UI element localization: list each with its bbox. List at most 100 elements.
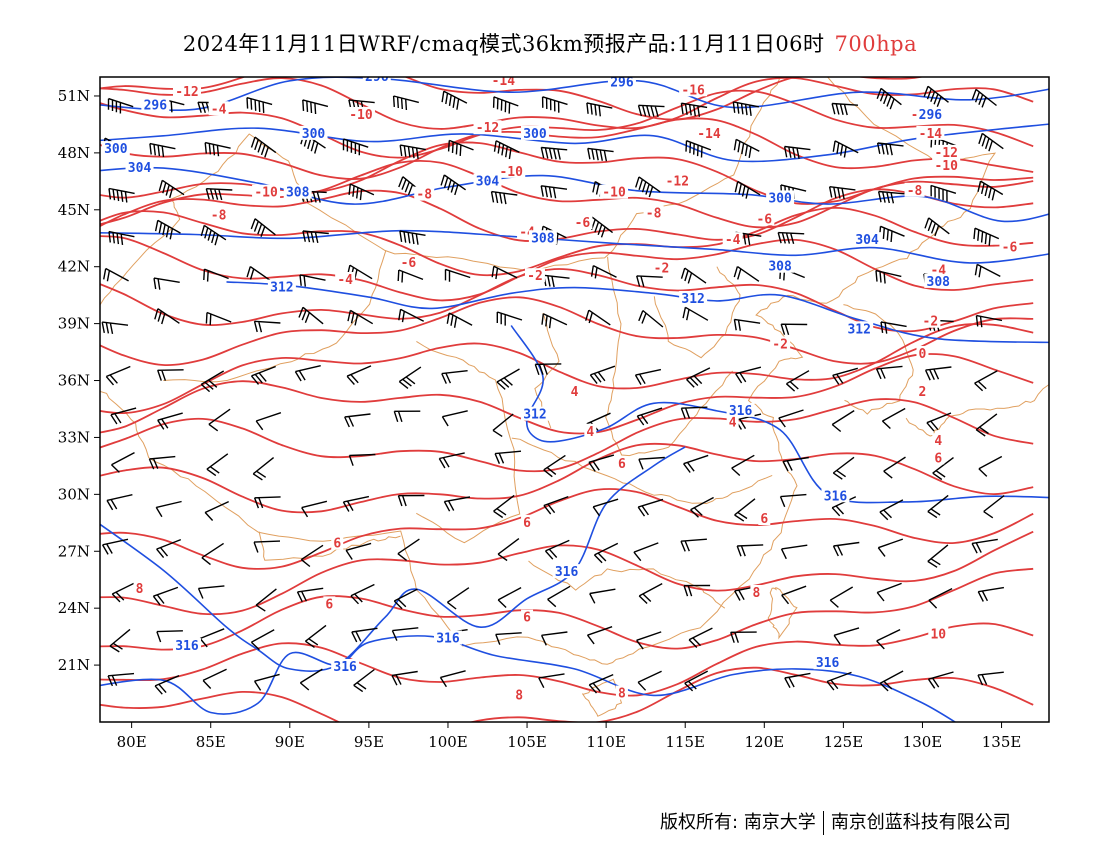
- wind-barb: [926, 412, 952, 432]
- wind-barb: [398, 308, 425, 323]
- wind-barb: [101, 538, 129, 555]
- label-backdrop: [172, 638, 201, 653]
- wind-barb: [877, 190, 905, 204]
- wind-barb: [540, 631, 568, 646]
- boundary-line: [258, 531, 401, 561]
- wind-barb: [154, 675, 180, 695]
- height-contour: [226, 281, 1049, 344]
- label-backdrop: [758, 511, 771, 526]
- wind-barb: [883, 456, 906, 479]
- wind-barb: [826, 671, 852, 691]
- label-backdrop: [172, 84, 201, 99]
- wind-barb: [778, 409, 804, 428]
- wind-barb: [688, 627, 713, 648]
- temperature-label: 6: [934, 451, 942, 466]
- temperature-label: 6: [333, 537, 341, 552]
- height-label: 296: [365, 70, 389, 85]
- wind-barb: [736, 544, 764, 557]
- wind-barb: [690, 496, 714, 518]
- label-backdrop: [932, 450, 945, 465]
- label-backdrop: [433, 630, 462, 645]
- wind-barb: [205, 188, 233, 201]
- temperature-label: -14: [492, 74, 516, 89]
- wind-barb: [832, 140, 859, 158]
- label-backdrop: [766, 258, 795, 273]
- wind-barb: [544, 539, 570, 560]
- lon-tick-label: 90E: [275, 733, 305, 751]
- temperature-label: 8: [618, 687, 626, 702]
- wind-barb: [203, 268, 229, 282]
- wind-barb: [783, 145, 811, 159]
- wind-barb: [828, 186, 856, 200]
- label-backdrop: [524, 268, 545, 283]
- wind-barb: [928, 587, 953, 609]
- wind-barb: [541, 313, 568, 329]
- wind-barb: [300, 544, 324, 568]
- temperature-label: -6: [756, 212, 772, 227]
- wind-barb: [971, 538, 998, 554]
- label-backdrop: [853, 232, 882, 247]
- height-label: 304: [855, 233, 879, 248]
- wind-barb: [197, 585, 225, 599]
- temperature-label: 6: [523, 611, 531, 626]
- org-chuanglan: 南京创蓝科技有限公司: [830, 812, 1011, 833]
- label-backdrop: [766, 190, 795, 205]
- label-backdrop: [473, 120, 502, 135]
- wind-barb: [446, 312, 473, 328]
- height-label: 300: [523, 127, 547, 142]
- temperature-label: -14: [697, 127, 721, 142]
- wind-barb: [345, 542, 372, 560]
- wind-barb: [491, 265, 518, 280]
- label-backdrop: [928, 262, 949, 277]
- wind-barb: [636, 631, 662, 650]
- wind-barb: [978, 132, 1004, 152]
- temperature-isotherm: [100, 622, 1034, 697]
- height-contour: [100, 229, 1049, 264]
- wind-barb: [832, 456, 855, 480]
- label-backdrop: [133, 581, 146, 596]
- wind-barb: [103, 267, 129, 282]
- lat-tick-label: 27N: [58, 542, 90, 560]
- wind-barb: [685, 140, 712, 158]
- wind-barb: [588, 673, 614, 694]
- temperature-label: -2: [527, 269, 543, 284]
- height-contour: [100, 123, 1049, 163]
- wind-barb: [780, 544, 808, 560]
- wind-barb: [876, 142, 904, 156]
- wind-barb: [391, 670, 418, 686]
- label-backdrop: [750, 585, 763, 599]
- label-backdrop: [520, 125, 549, 140]
- wind-barb: [156, 538, 182, 559]
- height-label: 300: [104, 142, 128, 157]
- height-label: 296: [610, 76, 634, 91]
- lon-tick-label: 135E: [982, 733, 1022, 751]
- copyright-label: 版权所有:: [660, 812, 739, 833]
- temperature-label: 4: [586, 425, 594, 440]
- wind-barb: [680, 538, 707, 552]
- wind-barb: [111, 451, 135, 473]
- wind-barb: [397, 494, 425, 507]
- boundary-line: [511, 437, 773, 505]
- wind-barb: [342, 495, 370, 512]
- height-label: 296: [919, 108, 943, 123]
- label-backdrop: [916, 383, 929, 398]
- wind-barb: [974, 370, 998, 392]
- temperature-isotherm: [100, 442, 1034, 514]
- temperature-contours: [100, 77, 1034, 722]
- wind-barb: [733, 318, 761, 331]
- height-label: 312: [847, 322, 870, 337]
- temperature-label: 8: [136, 582, 144, 597]
- boundary-line: [581, 678, 623, 717]
- wind-barb: [154, 219, 181, 240]
- wind-barb: [342, 138, 369, 156]
- boundary-line: [528, 560, 726, 609]
- org-nju: 南京大学: [743, 812, 816, 833]
- wind-barb: [253, 540, 281, 553]
- wind-barb: [832, 367, 858, 385]
- lon-tick-label: 130E: [903, 733, 943, 751]
- label-backdrop: [663, 173, 692, 188]
- chart-title: 2024年11月11日WRF/cmaq模式36km预报产品:11月11日06时 7…: [0, 28, 1100, 58]
- wind-barb: [685, 367, 711, 388]
- wind-barb: [441, 410, 468, 427]
